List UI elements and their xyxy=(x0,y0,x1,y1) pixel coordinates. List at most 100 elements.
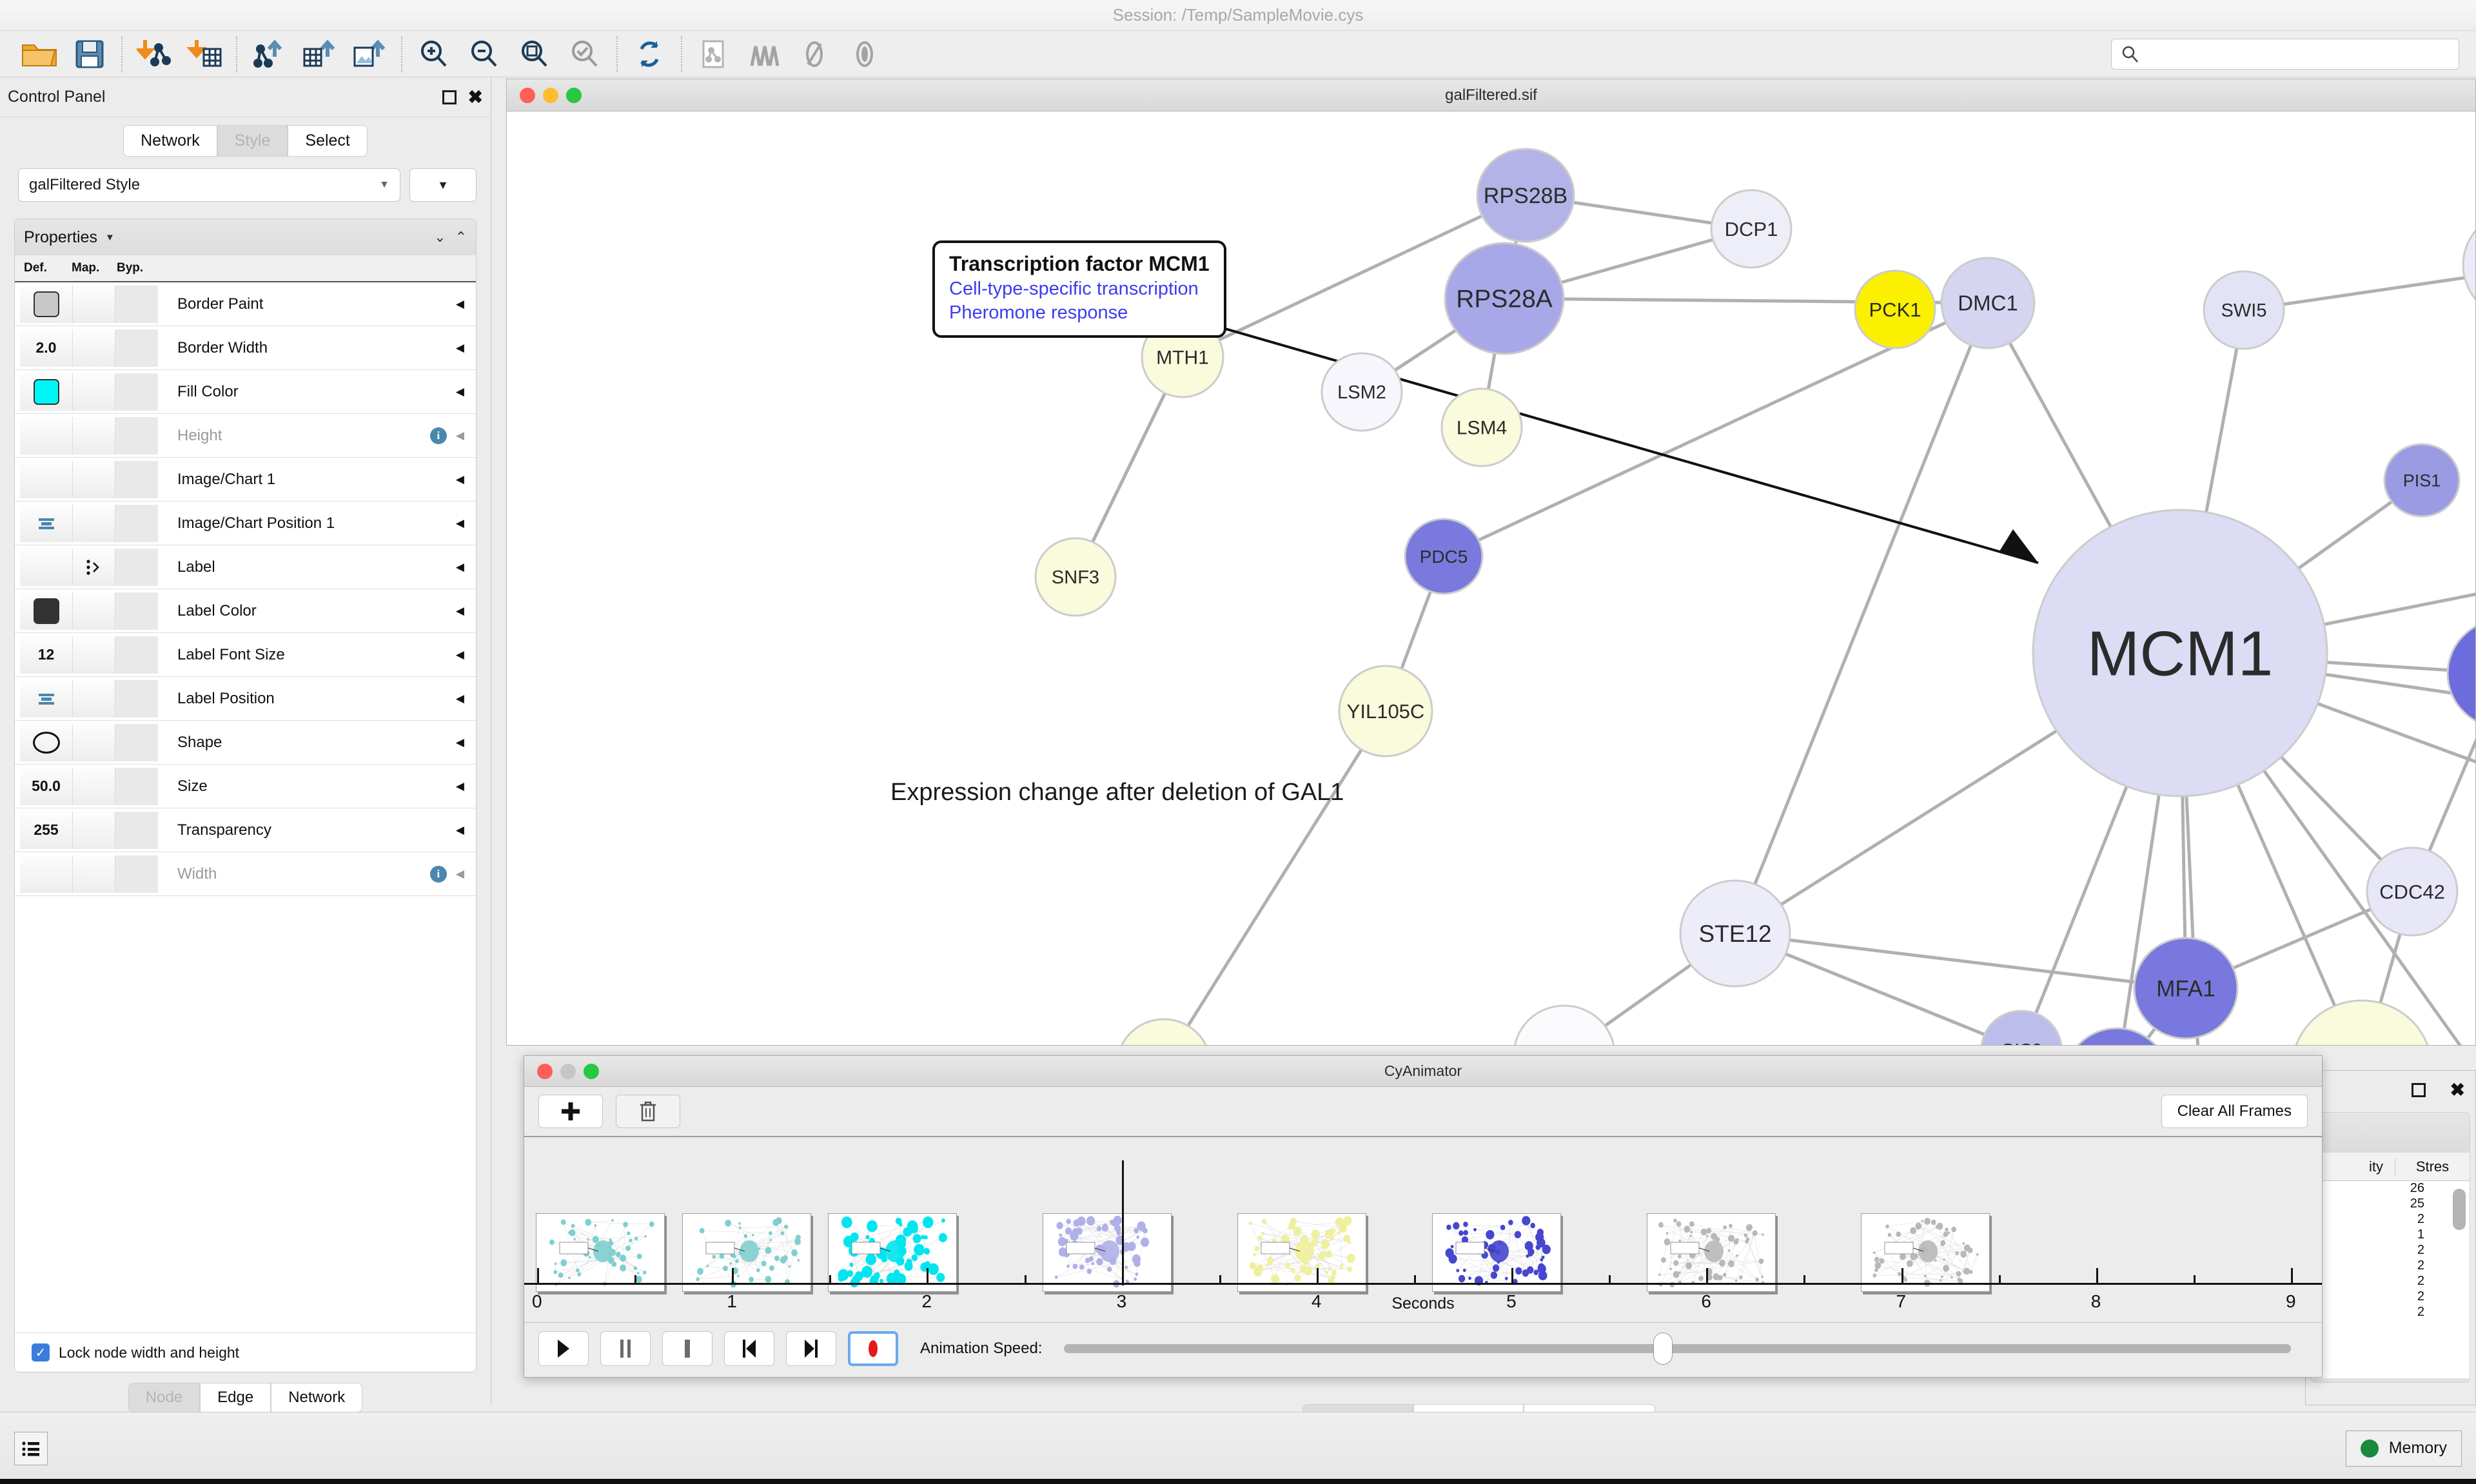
add-frame-button[interactable] xyxy=(538,1095,603,1128)
timeline-frame-thumbnail[interactable] xyxy=(1861,1213,1990,1292)
graph-node[interactable]: MFA2 xyxy=(2446,619,2475,728)
graph-edge[interactable] xyxy=(1181,193,1527,359)
property-row[interactable]: Fill Color ◀ xyxy=(15,370,476,414)
tab-network[interactable]: Network xyxy=(123,125,217,157)
collapse-all-icon[interactable]: ⌄ xyxy=(434,229,446,245)
info-icon[interactable]: i xyxy=(429,865,447,883)
property-mapping-cell[interactable] xyxy=(73,723,115,761)
property-bypass-cell[interactable] xyxy=(115,855,158,893)
cyanimator-timeline[interactable]: 0 1 2 3 4 5 6 7 8 9 xyxy=(524,1137,2322,1323)
network-canvas[interactable]: RPS28BDCP1RPS28ADMC1PCK1SWI5GAL80GAL11ST… xyxy=(507,112,2475,1045)
style-select[interactable]: galFiltered Style ▼ xyxy=(18,168,400,202)
refresh-icon[interactable] xyxy=(624,34,674,74)
maximize-window-button[interactable] xyxy=(584,1063,599,1079)
export-image-icon[interactable] xyxy=(344,34,395,74)
property-bypass-cell[interactable] xyxy=(115,285,158,323)
lock-checkbox[interactable]: ✓ xyxy=(32,1343,50,1362)
graph-node[interactable]: RPS28A xyxy=(1444,242,1565,355)
property-mapping-cell[interactable] xyxy=(73,636,115,674)
graph-node[interactable]: RPS28B xyxy=(1476,148,1575,243)
graph-edge[interactable] xyxy=(2243,253,2475,312)
animation-speed-slider[interactable] xyxy=(1064,1333,2291,1365)
property-default-cell[interactable] xyxy=(20,723,73,761)
property-mapping-cell[interactable] xyxy=(73,592,115,630)
expand-arrow-icon[interactable]: ◀ xyxy=(455,648,464,661)
graph-node[interactable]: CDC28 xyxy=(1514,1004,1615,1045)
save-icon[interactable] xyxy=(64,34,115,74)
property-default-cell[interactable]: 12 xyxy=(20,636,73,674)
group-nodes-icon[interactable] xyxy=(739,34,789,74)
fit-selected-icon[interactable] xyxy=(560,34,610,74)
property-row[interactable]: Label Position ◀ xyxy=(15,677,476,721)
expand-arrow-icon[interactable]: ◀ xyxy=(455,560,464,573)
property-mapping-cell[interactable] xyxy=(73,767,115,805)
property-bypass-cell[interactable] xyxy=(115,636,158,674)
property-mapping-cell[interactable] xyxy=(73,285,115,323)
tab-select[interactable]: Select xyxy=(288,125,368,157)
property-mapping-cell[interactable] xyxy=(73,548,115,586)
timeline-frame-thumbnail[interactable] xyxy=(1646,1213,1776,1292)
property-default-cell[interactable]: 2.0 xyxy=(20,329,73,367)
maximize-window-button[interactable] xyxy=(566,87,582,103)
tab-style[interactable]: Style xyxy=(217,125,288,157)
info-icon[interactable]: i xyxy=(429,427,447,444)
step-forward-button[interactable] xyxy=(786,1331,836,1366)
graph-node[interactable]: STE2 xyxy=(2065,1027,2168,1045)
results-scrollbar[interactable] xyxy=(2453,1189,2466,1230)
close-icon[interactable]: ✖ xyxy=(467,86,483,107)
search-box[interactable] xyxy=(2111,38,2459,70)
property-row[interactable]: Image/Chart 1 ◀ xyxy=(15,458,476,502)
graph-edge[interactable] xyxy=(1734,932,2186,990)
property-row[interactable]: 255 Transparency ◀ xyxy=(15,808,476,852)
zoom-out-icon[interactable] xyxy=(459,34,509,74)
search-input[interactable] xyxy=(2140,44,2437,63)
property-default-cell[interactable] xyxy=(20,679,73,718)
expand-arrow-icon[interactable]: ◀ xyxy=(455,692,464,705)
property-bypass-cell[interactable] xyxy=(115,504,158,542)
property-row[interactable]: Width i ◀ xyxy=(15,852,476,896)
expand-arrow-icon[interactable]: ◀ xyxy=(455,604,464,617)
col-stress[interactable]: Stres xyxy=(2415,1158,2450,1175)
expand-arrow-icon[interactable]: ◀ xyxy=(455,473,464,485)
timeline-frame-thumbnail[interactable] xyxy=(1237,1213,1366,1292)
property-mapping-cell[interactable] xyxy=(73,679,115,718)
expand-arrow-icon[interactable]: ◀ xyxy=(455,385,464,398)
property-mapping-cell[interactable] xyxy=(73,460,115,498)
property-default-cell[interactable] xyxy=(20,592,73,630)
open-folder-icon[interactable] xyxy=(14,34,64,74)
maximize-icon[interactable] xyxy=(442,90,457,104)
property-bypass-cell[interactable] xyxy=(115,679,158,718)
expand-arrow-icon[interactable]: ◀ xyxy=(455,297,464,310)
property-row[interactable]: Image/Chart Position 1 ◀ xyxy=(15,502,476,545)
tab-network-style[interactable]: Network xyxy=(271,1383,363,1412)
graph-node[interactable]: SNF3 xyxy=(1034,537,1117,617)
graph-node[interactable]: ALPHA2 xyxy=(2292,999,2432,1045)
export-table-icon[interactable] xyxy=(294,34,344,74)
close-window-button[interactable] xyxy=(520,87,535,103)
table-row[interactable]: 1 xyxy=(2417,1227,2424,1242)
expand-arrow-icon[interactable]: ◀ xyxy=(455,429,464,442)
timeline-frame-thumbnail[interactable] xyxy=(1432,1213,1562,1292)
timeline-frame-thumbnail[interactable] xyxy=(682,1213,811,1292)
property-default-cell[interactable]: 50.0 xyxy=(20,767,73,805)
property-row[interactable]: Shape ◀ xyxy=(15,721,476,765)
timeline-frame-thumbnail[interactable] xyxy=(828,1213,958,1292)
property-mapping-cell[interactable] xyxy=(73,855,115,893)
graph-edge[interactable] xyxy=(1733,302,1990,934)
col-centrality[interactable]: ity xyxy=(2312,1158,2395,1175)
graph-node[interactable]: YNL047C xyxy=(1117,1018,1210,1045)
property-mapping-cell[interactable] xyxy=(73,504,115,542)
import-network-icon[interactable] xyxy=(129,34,179,74)
graph-node[interactable]: SWI5 xyxy=(2203,270,2285,350)
clear-all-frames-button[interactable]: Clear All Frames xyxy=(2161,1095,2308,1128)
zoom-in-icon[interactable] xyxy=(409,34,459,74)
tab-edge[interactable]: Edge xyxy=(200,1383,271,1412)
property-default-cell[interactable]: 255 xyxy=(20,811,73,849)
property-bypass-cell[interactable] xyxy=(115,460,158,498)
graph-node[interactable]: MCM1 xyxy=(2032,509,2328,797)
maximize-icon[interactable] xyxy=(2411,1083,2426,1097)
property-row[interactable]: Label ◀ xyxy=(15,545,476,589)
table-row[interactable]: 2 xyxy=(2417,1274,2424,1288)
property-row[interactable]: Height i ◀ xyxy=(15,414,476,458)
delete-frame-button[interactable] xyxy=(616,1095,680,1128)
